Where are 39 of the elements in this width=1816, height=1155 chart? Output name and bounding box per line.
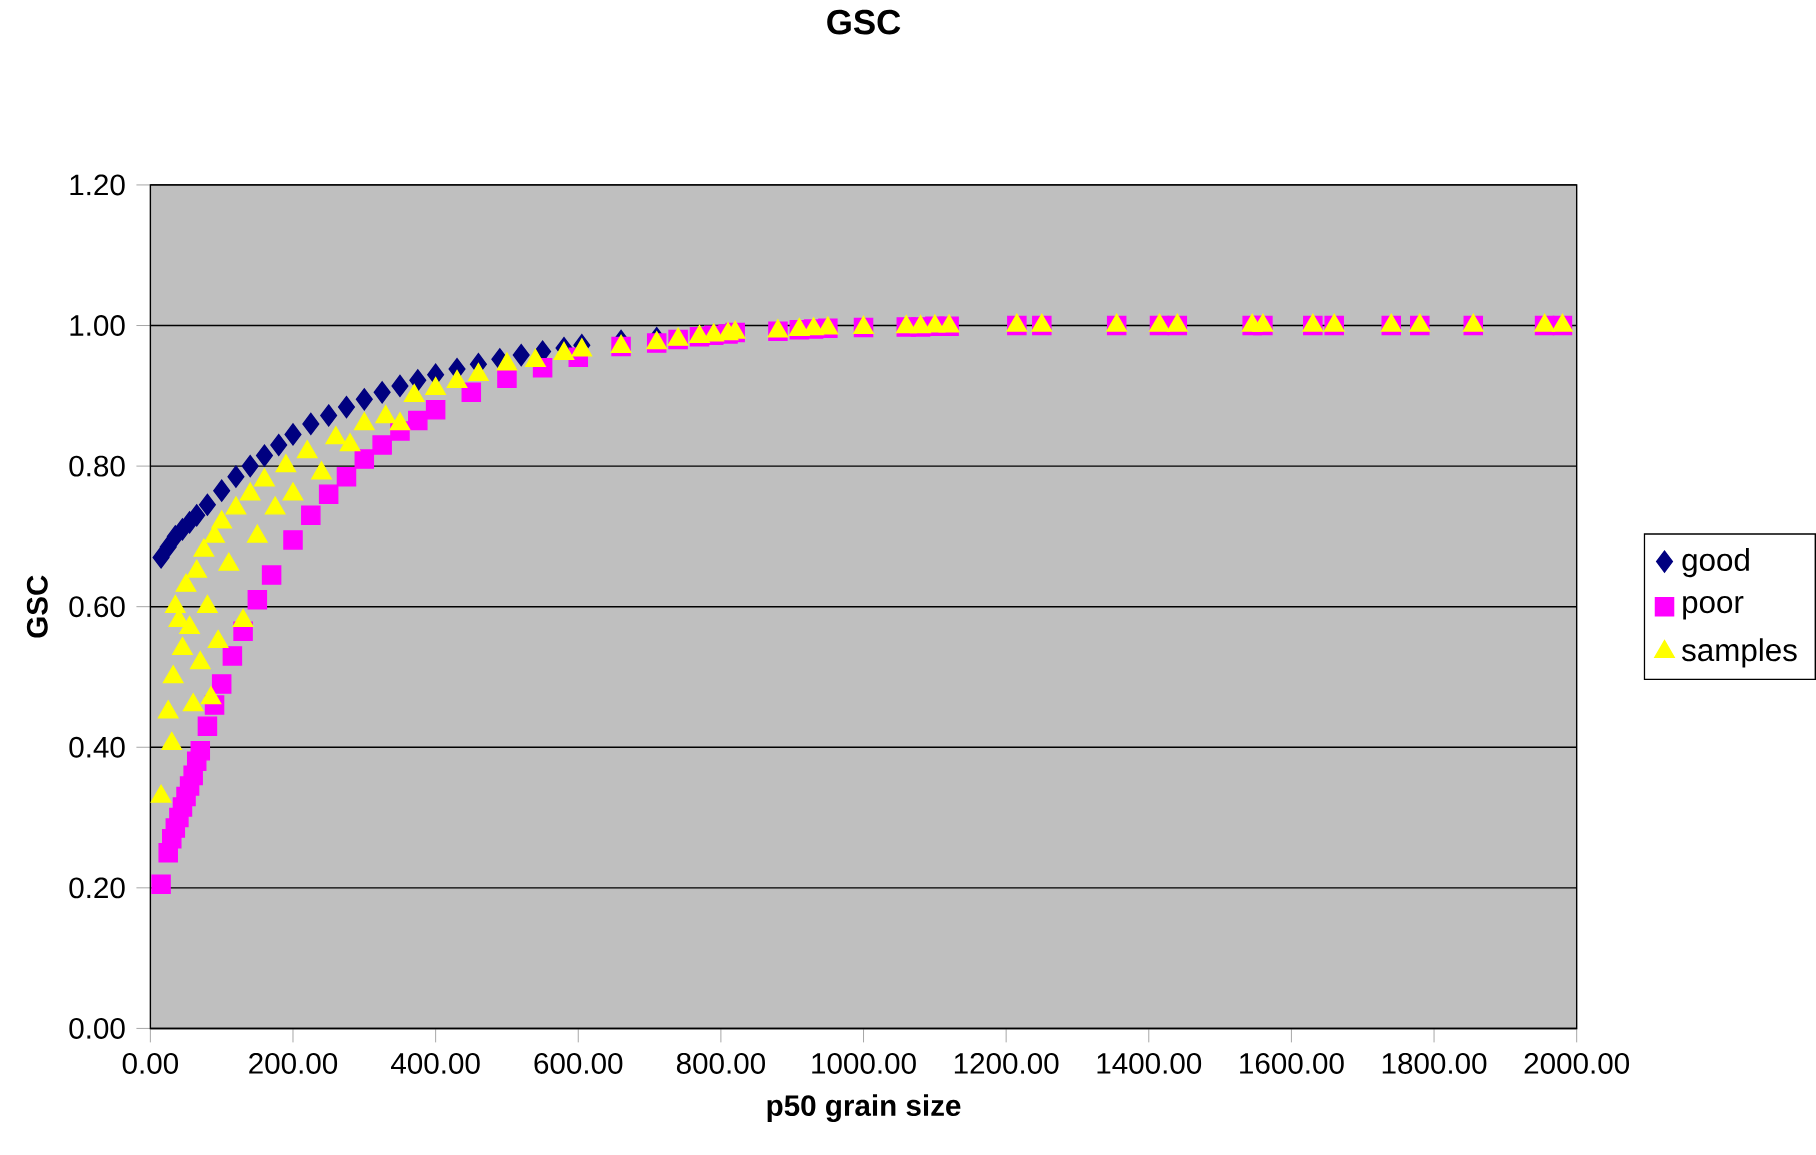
x-tick-label: 200.00 (249, 1053, 338, 1075)
x-tick-label: 800.00 (676, 1053, 765, 1075)
point (512, 344, 530, 367)
x-tick-label: 1000.00 (812, 1053, 916, 1075)
point (241, 455, 259, 478)
x-tick-label: 1800.00 (1382, 1053, 1487, 1075)
point (337, 396, 356, 419)
point (302, 412, 320, 436)
chart-title: GSC (827, 10, 901, 35)
x-tick-label: 600.00 (534, 1053, 623, 1075)
legend-label: samples (1682, 638, 1797, 668)
x-axis-title: p50 grain size (767, 1094, 961, 1123)
x-tick-label: 1600.00 (1240, 1053, 1344, 1075)
point (270, 434, 288, 457)
y-tick-label: 0.00 (69, 1018, 125, 1040)
point (255, 444, 274, 467)
x-tick-label: 1400.00 (1097, 1053, 1202, 1075)
y-axis-title: GSC (26, 575, 48, 638)
point (373, 381, 391, 404)
point (198, 493, 216, 517)
y-tick-label: 0.40 (69, 736, 125, 758)
point (227, 465, 245, 488)
y-tick-label: 0.20 (69, 877, 125, 899)
point (355, 388, 373, 411)
legend-label: poor (1683, 596, 1744, 620)
legend-label: good (1682, 548, 1749, 578)
y-tick-label: 0.80 (69, 455, 125, 477)
y-tick-label: 1.00 (70, 315, 125, 337)
x-tick-label: 0.00 (122, 1053, 179, 1075)
y-tick-label: 0.60 (69, 596, 125, 618)
point (188, 504, 206, 527)
x-tick-label: 1200.00 (954, 1053, 1059, 1075)
x-tick-label: 2000.00 (1524, 1053, 1630, 1075)
point (391, 374, 409, 398)
x-tick-label: 400.00 (391, 1053, 480, 1075)
point (320, 404, 338, 427)
point (213, 479, 231, 502)
point (284, 423, 302, 446)
y-tick-label: 1.20 (70, 174, 125, 196)
